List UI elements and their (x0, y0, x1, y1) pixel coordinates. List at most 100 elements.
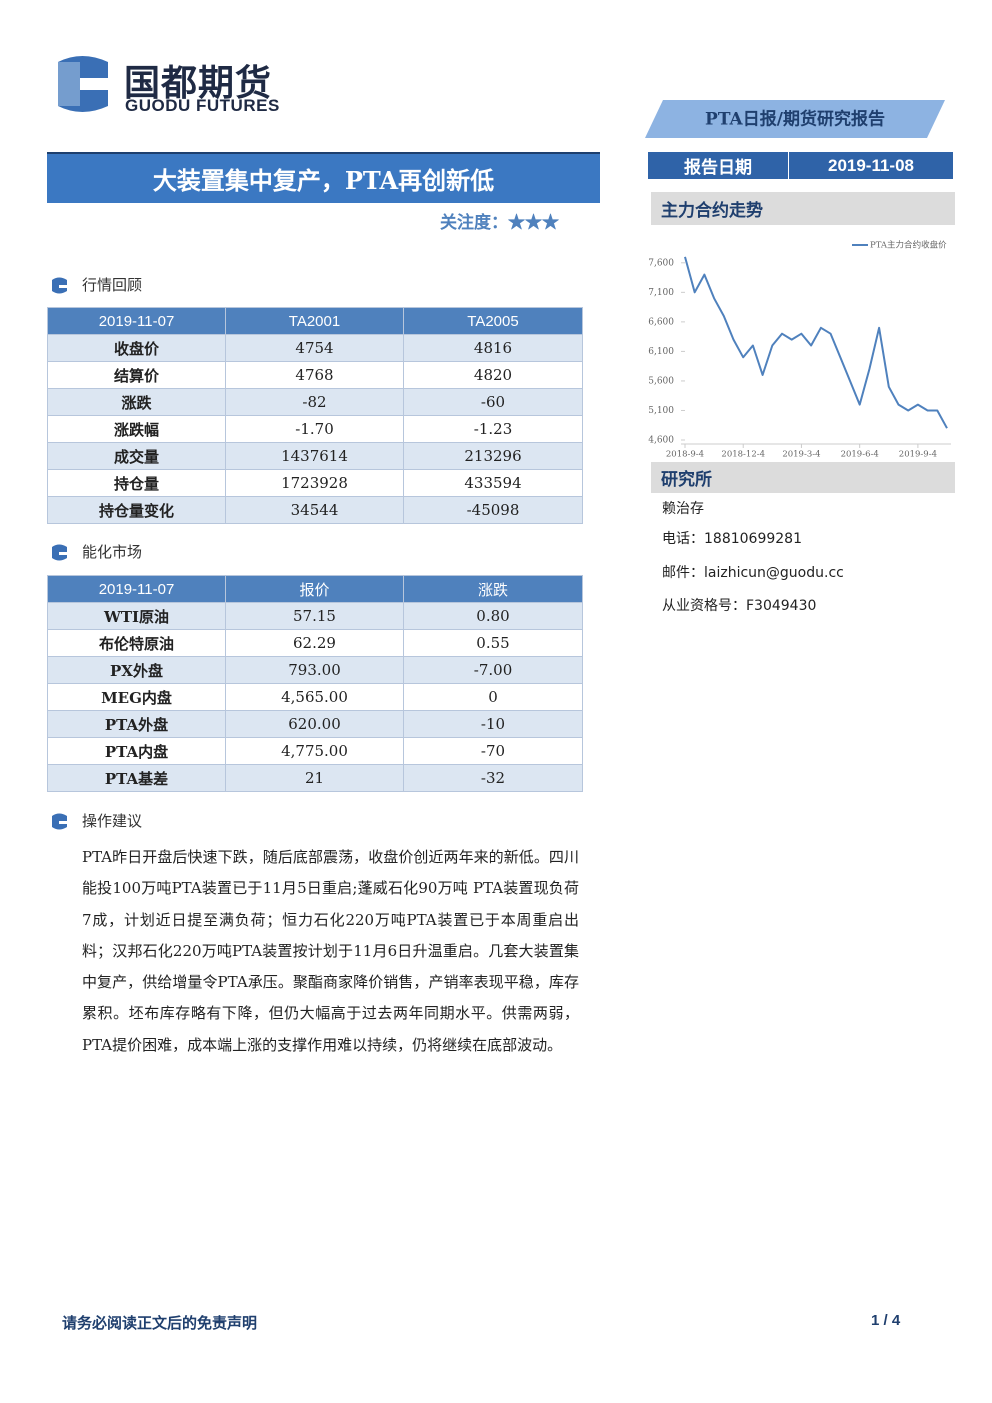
row-label: MEG内盘 (47, 683, 226, 711)
row-label: 成交量 (47, 442, 226, 470)
chart: 4,600 5,100 5,600 6,100 6,600 7,100 7,600 2018-… (648, 240, 951, 460)
stars: ★★★ (508, 213, 559, 233)
row-label: 布伦特原油 (47, 629, 226, 657)
cell: 793.00 (225, 656, 404, 684)
x-tick-label: 2018-9-4 (666, 450, 704, 460)
y-tick-label: 7,600 (648, 258, 674, 268)
y-tick-label: 4,600 (648, 436, 674, 446)
row-label: 涨跌 (47, 388, 226, 416)
cell: -1.23 (403, 415, 583, 443)
table-row: PTA内盘 4,775.00 -70 (47, 737, 583, 765)
row-label: 收盘价 (47, 334, 226, 362)
contact-phone: 电话：18810699281 (662, 531, 802, 547)
chart-title: 主力合约走势 (661, 201, 763, 221)
cell: 620.00 (225, 710, 404, 738)
report-title: 大装置集中复产，PTA再创新低 (152, 166, 495, 195)
report-type-banner: PTA日报/期货研究报告 (645, 100, 945, 138)
icon-shape (52, 544, 67, 560)
cell: 0 (403, 683, 583, 711)
cell: -60 (403, 388, 583, 416)
row-label: 持仓量变化 (47, 496, 226, 524)
x-tick-label: 2018-12-4 (721, 450, 765, 460)
cell: 4820 (403, 361, 583, 389)
data-table: 2019-11-07 报价 涨跌 WTI原油 57.15 0.80 布伦特原油 62.29 0.… (47, 575, 583, 792)
header-cell: 报价 (225, 575, 404, 603)
page-number: 1 / 4 (871, 1312, 901, 1329)
logo-en: GUODU FUTURES (125, 96, 280, 115)
section-icon (52, 544, 67, 560)
cell: 4754 (225, 334, 404, 362)
row-label: PX外盘 (47, 656, 226, 684)
table-row: WTI原油 57.15 0.80 (47, 602, 583, 630)
x-tick-label: 2019-9-4 (899, 450, 937, 460)
cell: 433594 (403, 469, 583, 497)
icon-shape (52, 813, 67, 829)
table-row: MEG内盘 4,565.00 0 (47, 683, 583, 711)
table-header-row: 2019-11-07 TA2001 TA2005 (47, 307, 583, 335)
section-title: 能化市场 (82, 543, 143, 561)
cell: -70 (403, 737, 583, 765)
section-icon (52, 813, 67, 829)
table-row: 持仓量 1723928 433594 (47, 469, 583, 497)
table-row: PTA基差 21 -32 (47, 764, 583, 792)
cell: -45098 (403, 496, 583, 524)
cell: 4816 (403, 334, 583, 362)
contact-email: 邮件：laizhicun@guodu.cc (662, 565, 844, 581)
section-title: 行情回顾 (82, 276, 143, 294)
cell: 213296 (403, 442, 583, 470)
date-bar: 报告日期 2019-11-08 (648, 152, 953, 179)
cell: -7.00 (403, 656, 583, 684)
cell: -1.70 (225, 415, 404, 443)
cell: 0.80 (403, 602, 583, 630)
table-row: 涨跌 -82 -60 (47, 388, 583, 416)
section-heading: 能化市场 (50, 541, 142, 562)
row-label: 涨跌幅 (47, 415, 226, 443)
cell: 1437614 (225, 442, 404, 470)
table-header-row: 2019-11-07 报价 涨跌 (47, 575, 583, 603)
x-tick-label: 2019-3-4 (782, 450, 820, 460)
series-line (684, 256, 948, 429)
row-label: WTI原油 (47, 602, 226, 630)
row-label: 持仓量 (47, 469, 226, 497)
report-type: PTA日报/期货研究报告 (705, 109, 885, 130)
cell: 4768 (225, 361, 404, 389)
row-label: PTA基差 (47, 764, 226, 792)
cell: 34544 (225, 496, 404, 524)
row-label: PTA外盘 (47, 710, 226, 738)
cell: 57.15 (225, 602, 404, 630)
icon-shape (52, 277, 67, 293)
research-title: 研究所 (661, 470, 712, 490)
y-tick-label: 7,100 (648, 288, 674, 298)
header-cell: 2019-11-07 (47, 307, 226, 335)
table-row: 结算价 4768 4820 (47, 361, 583, 389)
attention-label: 关注度： (440, 213, 508, 233)
table-row: 涨跌幅 -1.70 -1.23 (47, 415, 583, 443)
section-heading: 操作建议 (50, 810, 142, 831)
y-tick-label: 5,100 (648, 406, 674, 416)
cell: 4,775.00 (225, 737, 404, 765)
cell: 0.55 (403, 629, 583, 657)
legend-label: PTA主力合约收盘价 (870, 240, 947, 251)
cell: -82 (225, 388, 404, 416)
header-cell: 2019-11-07 (47, 575, 226, 603)
date: 2019-11-08 (827, 155, 915, 175)
row-label: 结算价 (47, 361, 226, 389)
contact-name: 赖治存 (662, 501, 704, 517)
table-row: PX外盘 793.00 -7.00 (47, 656, 583, 684)
header-cell: TA2005 (403, 307, 583, 335)
date-label: 报告日期 (648, 152, 789, 179)
contact-license: 从业资格号：F3049430 (662, 598, 817, 614)
title-bar: 大装置集中复产，PTA再创新低 (47, 152, 600, 203)
cell: -32 (403, 764, 583, 792)
cell: 21 (225, 764, 404, 792)
table-container: 2019-11-07 报价 涨跌 WTI原油 57.15 0.80 布伦特原油 62.29 0.… (47, 575, 583, 792)
x-tick-label: 2019-6-4 (841, 450, 879, 460)
disclaimer: 请务必阅读正文后的免责声明 (62, 1314, 258, 1332)
table-row: 收盘价 4754 4816 (47, 334, 583, 362)
cell: 1723928 (225, 469, 404, 497)
header-cell: TA2001 (225, 307, 404, 335)
attention: 关注度：★★★ (440, 208, 559, 233)
logo-mark (58, 56, 108, 112)
